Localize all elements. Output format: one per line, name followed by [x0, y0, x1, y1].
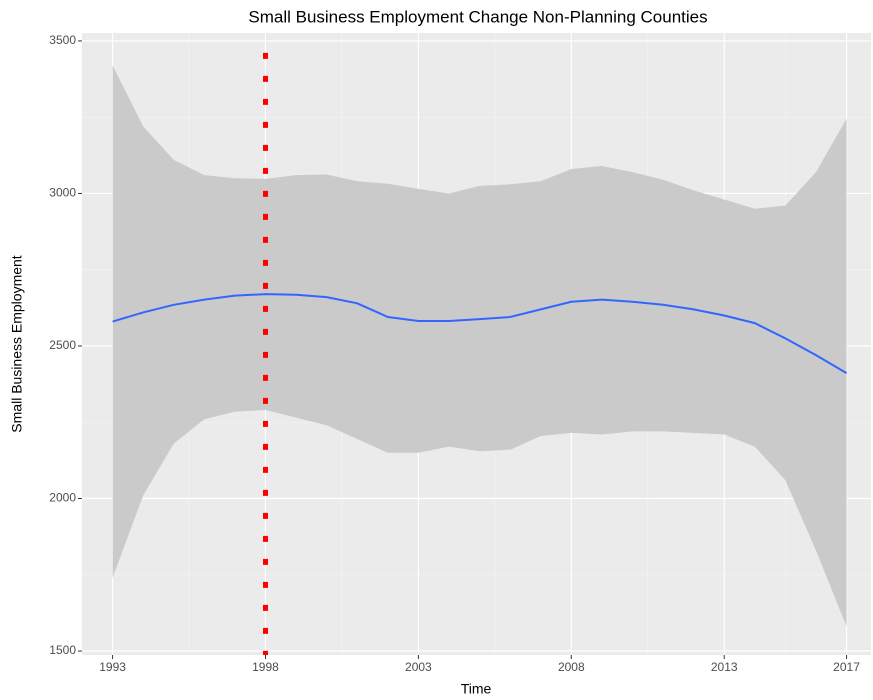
trend-line — [112, 293, 848, 374]
chart-title: Small Business Employment Change Non-Pla… — [248, 7, 707, 26]
x-axis-title: Time — [461, 681, 492, 697]
x-tick-label: 2017 — [833, 660, 860, 674]
confidence-band — [112, 65, 847, 627]
y-tick-label: 3000 — [49, 186, 76, 200]
x-tick-label: 2003 — [405, 660, 432, 674]
y-tick-label: 2000 — [49, 491, 76, 505]
y-axis-title: Small Business Employment — [9, 255, 25, 433]
x-tick-label: 2013 — [711, 660, 738, 674]
y-tick-label: 3500 — [49, 33, 76, 47]
x-tick-label: 1993 — [99, 660, 126, 674]
x-tick-label: 2008 — [558, 660, 585, 674]
x-tick-label: 1998 — [252, 660, 279, 674]
y-tick-label: 2500 — [49, 338, 76, 352]
y-tick-label: 1500 — [49, 643, 76, 657]
